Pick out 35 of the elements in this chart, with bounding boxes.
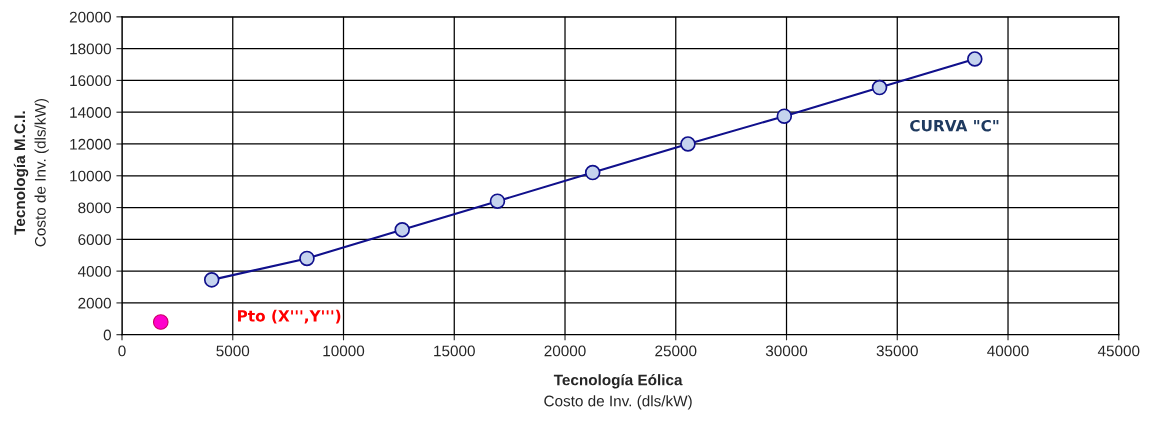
point bbox=[967, 51, 983, 67]
x-tick-label: 25000 bbox=[655, 345, 697, 357]
text: CURVA "C" bbox=[910, 119, 999, 132]
point bbox=[152, 314, 169, 330]
point bbox=[680, 136, 696, 152]
y-tick-label: 14000 bbox=[70, 107, 111, 118]
x-tick-label: 20000 bbox=[544, 345, 586, 357]
y-tick-label: 12000 bbox=[70, 138, 111, 150]
y-tick-label: 2000 bbox=[78, 297, 111, 309]
x-tick-label: 5000 bbox=[216, 345, 250, 357]
y-axis-title: Tecnología M.C.I. Costo de Inv. (dls/kW) bbox=[13, 98, 49, 247]
annotation: Pto (X''',Y''') bbox=[238, 309, 341, 324]
y-tick-label: 8000 bbox=[78, 202, 111, 214]
x-tick-label: 10000 bbox=[323, 345, 365, 357]
x-tick-label: 15000 bbox=[434, 345, 475, 357]
y-tick-label: 20000 bbox=[69, 11, 111, 23]
x-tick-label: 35000 bbox=[876, 345, 918, 357]
x-axis-title: Tecnología Eólica Costo de Inv. (dls/kW) bbox=[544, 374, 692, 410]
x-tick-label: 40000 bbox=[987, 345, 1029, 357]
point bbox=[776, 108, 793, 124]
y-tick-label: 18000 bbox=[70, 43, 111, 55]
y-tick-label: 16000 bbox=[70, 75, 111, 87]
point bbox=[394, 222, 410, 238]
point bbox=[489, 193, 506, 209]
x-tick-label: 45000 bbox=[1097, 345, 1140, 357]
x-tick-label: 30000 bbox=[765, 345, 808, 357]
y-tick-label: 4000 bbox=[77, 265, 111, 277]
y-tick-label: 0 bbox=[103, 329, 111, 341]
point bbox=[871, 79, 888, 96]
point bbox=[299, 250, 315, 267]
y-tick-label: 6000 bbox=[78, 234, 111, 246]
point bbox=[584, 164, 601, 181]
x-tick-label: 0 bbox=[118, 345, 126, 357]
y-tick-label: 10000 bbox=[70, 170, 111, 182]
point bbox=[203, 272, 220, 288]
